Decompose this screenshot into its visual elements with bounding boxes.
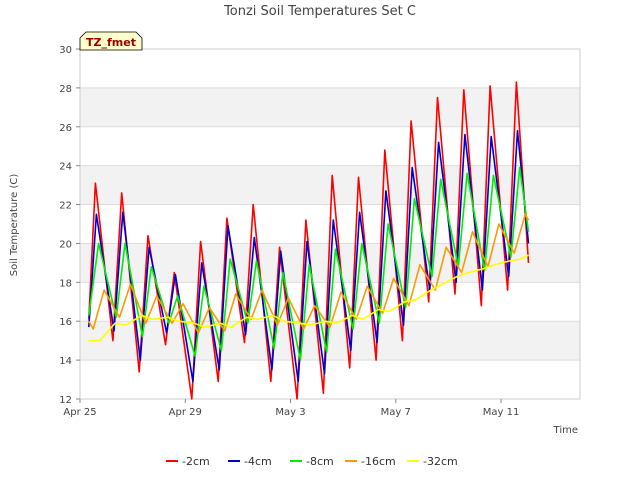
- x-tick-label: Apr 29: [169, 407, 202, 418]
- x-tick-label: Apr 25: [63, 407, 96, 418]
- grid-band: [80, 49, 580, 88]
- series-layer: [88, 81, 530, 400]
- badge-label: TZ_fmet: [86, 36, 136, 49]
- y-tick-label: 30: [59, 45, 72, 56]
- series-line-minus-16cm: [88, 213, 530, 334]
- badge-shape: [79, 31, 143, 51]
- y-tick-label: 12: [59, 395, 72, 406]
- series-line-minus-32cm: [88, 254, 529, 342]
- x-axis-ticks: Apr 25 Apr 29 May 3 May 7 May 11: [63, 399, 519, 418]
- y-tick-label: 22: [59, 201, 72, 212]
- plot-frame: [79, 48, 581, 400]
- y-tick-label: 18: [59, 278, 72, 289]
- grid-band: [80, 87, 580, 127]
- y-tick-label: 28: [59, 84, 72, 95]
- chart-title: Tonzi Soil Temperatures Set C: [223, 4, 416, 19]
- grid-band: [80, 126, 580, 166]
- y-tick-label: 20: [59, 239, 72, 250]
- x-axis-label: Time: [553, 425, 578, 436]
- legend-label: -4cm: [244, 455, 272, 468]
- y-tick-label: 14: [59, 356, 72, 367]
- grid-band: [80, 360, 580, 399]
- x-tick-label: May 3: [275, 407, 305, 418]
- plot-border: [79, 48, 581, 400]
- legend-label: -2cm: [182, 455, 210, 468]
- x-tick-label: May 11: [483, 407, 520, 418]
- tz-badge: TZ_fmet: [79, 31, 143, 51]
- y-axis-ticks: 12 14 16 18 20 22 24 26 28 30: [59, 45, 80, 406]
- x-tick-label: May 7: [381, 407, 411, 418]
- series-line-minus-2cm: [88, 81, 530, 400]
- legend: -2cm -4cm -8cm -16cm -32cm: [166, 455, 458, 468]
- legend-label: -32cm: [423, 455, 458, 468]
- y-axis-label: Soil Temperature (C): [9, 174, 20, 277]
- legend-label: -8cm: [306, 455, 334, 468]
- legend-label: -16cm: [361, 455, 396, 468]
- grid-band: [80, 165, 580, 205]
- y-tick-label: 26: [59, 123, 72, 134]
- y-tick-label: 16: [59, 317, 72, 328]
- y-tick-label: 24: [59, 162, 72, 173]
- series-line-minus-8cm: [88, 166, 530, 361]
